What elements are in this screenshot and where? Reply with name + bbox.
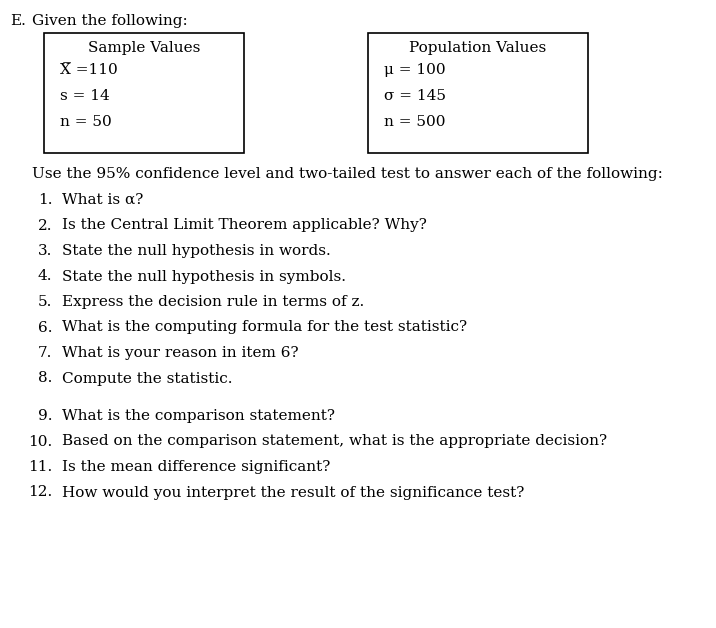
- Text: Use the 95% confidence level and two-tailed test to answer each of the following: Use the 95% confidence level and two-tai…: [32, 167, 663, 181]
- Text: n = 500: n = 500: [384, 115, 445, 129]
- Text: Is the Central Limit Theorem applicable? Why?: Is the Central Limit Theorem applicable?…: [62, 219, 427, 232]
- Bar: [44, 33, 244, 153]
- Text: 1.: 1.: [38, 193, 52, 207]
- Text: E.: E.: [10, 14, 26, 28]
- Text: What is α?: What is α?: [62, 193, 143, 207]
- Text: 9.: 9.: [38, 409, 52, 423]
- Text: Based on the comparison statement, what is the appropriate decision?: Based on the comparison statement, what …: [62, 435, 607, 448]
- Text: 7.: 7.: [38, 346, 52, 360]
- Text: 4.: 4.: [38, 269, 52, 283]
- Text: Compute the statistic.: Compute the statistic.: [62, 372, 233, 386]
- Text: 8.: 8.: [38, 372, 52, 386]
- Bar: [368, 33, 588, 153]
- Text: 3.: 3.: [38, 244, 52, 258]
- Text: What is the comparison statement?: What is the comparison statement?: [62, 409, 335, 423]
- Text: What is the computing formula for the test statistic?: What is the computing formula for the te…: [62, 320, 467, 335]
- Text: n = 50: n = 50: [60, 115, 112, 129]
- Text: 5.: 5.: [38, 295, 52, 309]
- Text: Given the following:: Given the following:: [32, 14, 188, 28]
- Text: State the null hypothesis in words.: State the null hypothesis in words.: [62, 244, 331, 258]
- Text: How would you interpret the result of the significance test?: How would you interpret the result of th…: [62, 485, 524, 499]
- Text: Express the decision rule in terms of z.: Express the decision rule in terms of z.: [62, 295, 364, 309]
- Text: σ = 145: σ = 145: [384, 89, 446, 103]
- Text: Population Values: Population Values: [410, 41, 546, 55]
- Text: μ = 100: μ = 100: [384, 63, 445, 77]
- Text: Is the mean difference significant?: Is the mean difference significant?: [62, 460, 330, 474]
- Text: What is your reason in item 6?: What is your reason in item 6?: [62, 346, 299, 360]
- Text: 11.: 11.: [28, 460, 52, 474]
- Text: State the null hypothesis in symbols.: State the null hypothesis in symbols.: [62, 269, 346, 283]
- Text: Sample Values: Sample Values: [88, 41, 200, 55]
- Text: 6.: 6.: [38, 320, 52, 335]
- Text: 12.: 12.: [28, 485, 52, 499]
- Text: X̅ =110: X̅ =110: [60, 63, 117, 77]
- Text: 2.: 2.: [38, 219, 52, 232]
- Text: 10.: 10.: [28, 435, 52, 448]
- Text: s = 14: s = 14: [60, 89, 110, 103]
